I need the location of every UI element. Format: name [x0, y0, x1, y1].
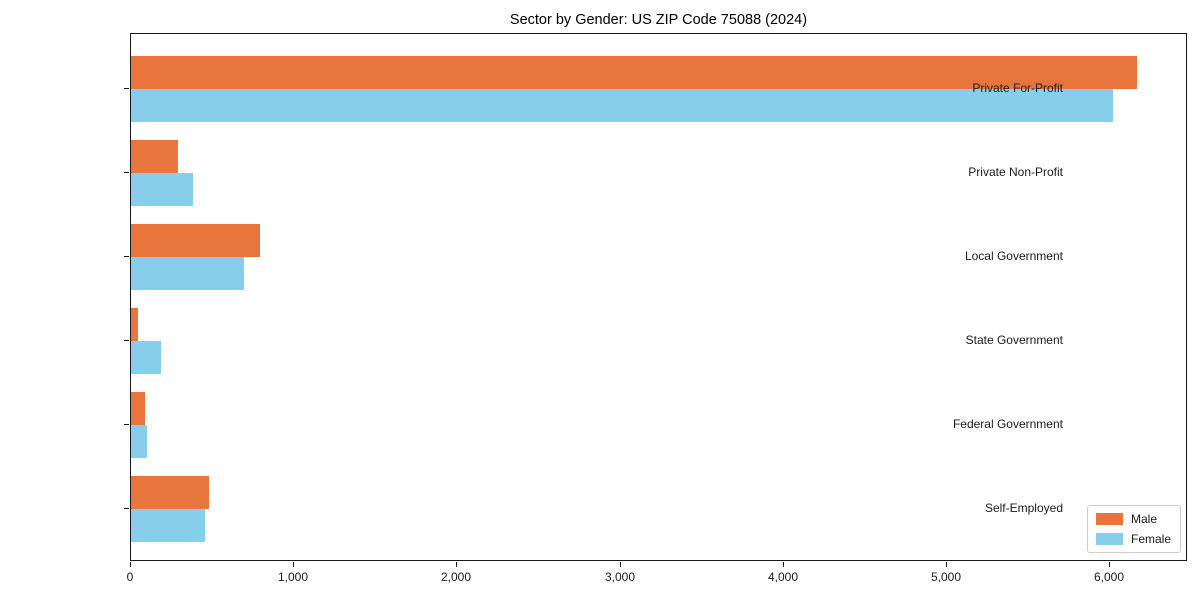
bar-male-4: [131, 392, 145, 425]
bar-male-2: [131, 224, 260, 257]
plot-area: Male Female: [130, 33, 1187, 561]
legend-label-male: Male: [1130, 512, 1157, 526]
ytick-label: Federal Government: [952, 417, 1063, 431]
female-color-swatch: [1095, 533, 1123, 545]
legend-item-female: Female: [1095, 532, 1171, 546]
ytick-label: Private Non-Profit: [968, 165, 1063, 179]
bar-female-1: [131, 173, 193, 206]
ytick-mark: [124, 88, 129, 89]
bar-female-2: [131, 257, 244, 290]
bar-male-1: [131, 140, 178, 173]
legend-item-male: Male: [1095, 512, 1171, 526]
bar-male-5: [131, 476, 209, 509]
xtick-label: 4,000: [767, 570, 799, 584]
male-color-swatch: [1095, 513, 1123, 525]
xtick-mark: [130, 562, 131, 567]
bar-female-5: [131, 509, 205, 542]
xtick-mark: [1109, 562, 1110, 567]
xtick-label: 6,000: [1093, 570, 1125, 584]
xtick-mark: [946, 562, 947, 567]
bar-female-4: [131, 425, 147, 458]
ytick-mark: [124, 508, 129, 509]
ytick-mark: [124, 340, 129, 341]
bar-female-3: [131, 341, 161, 374]
xtick-label: 3,000: [604, 570, 636, 584]
xtick-mark: [783, 562, 784, 567]
xtick-label: 5,000: [930, 570, 962, 584]
xtick-label: 0: [126, 570, 134, 584]
bar-male-3: [131, 308, 138, 341]
xtick-label: 2,000: [440, 570, 472, 584]
ytick-label: Local Government: [964, 249, 1063, 263]
xtick-mark: [456, 562, 457, 567]
xtick-label: 1,000: [277, 570, 309, 584]
ytick-label: State Government: [965, 333, 1063, 347]
ytick-mark: [124, 424, 129, 425]
bar-male-0: [131, 56, 1137, 89]
xtick-mark: [620, 562, 621, 567]
ytick-label: Private For-Profit: [972, 81, 1063, 95]
chart-title: Sector by Gender: US ZIP Code 75088 (202…: [509, 12, 808, 28]
xtick-mark: [293, 562, 294, 567]
ytick-mark: [124, 256, 129, 257]
ytick-label: Self-Employed: [984, 501, 1063, 515]
legend: Male Female: [1086, 505, 1181, 553]
ytick-mark: [124, 172, 129, 173]
bar-female-0: [131, 89, 1113, 122]
legend-label-female: Female: [1130, 532, 1171, 546]
